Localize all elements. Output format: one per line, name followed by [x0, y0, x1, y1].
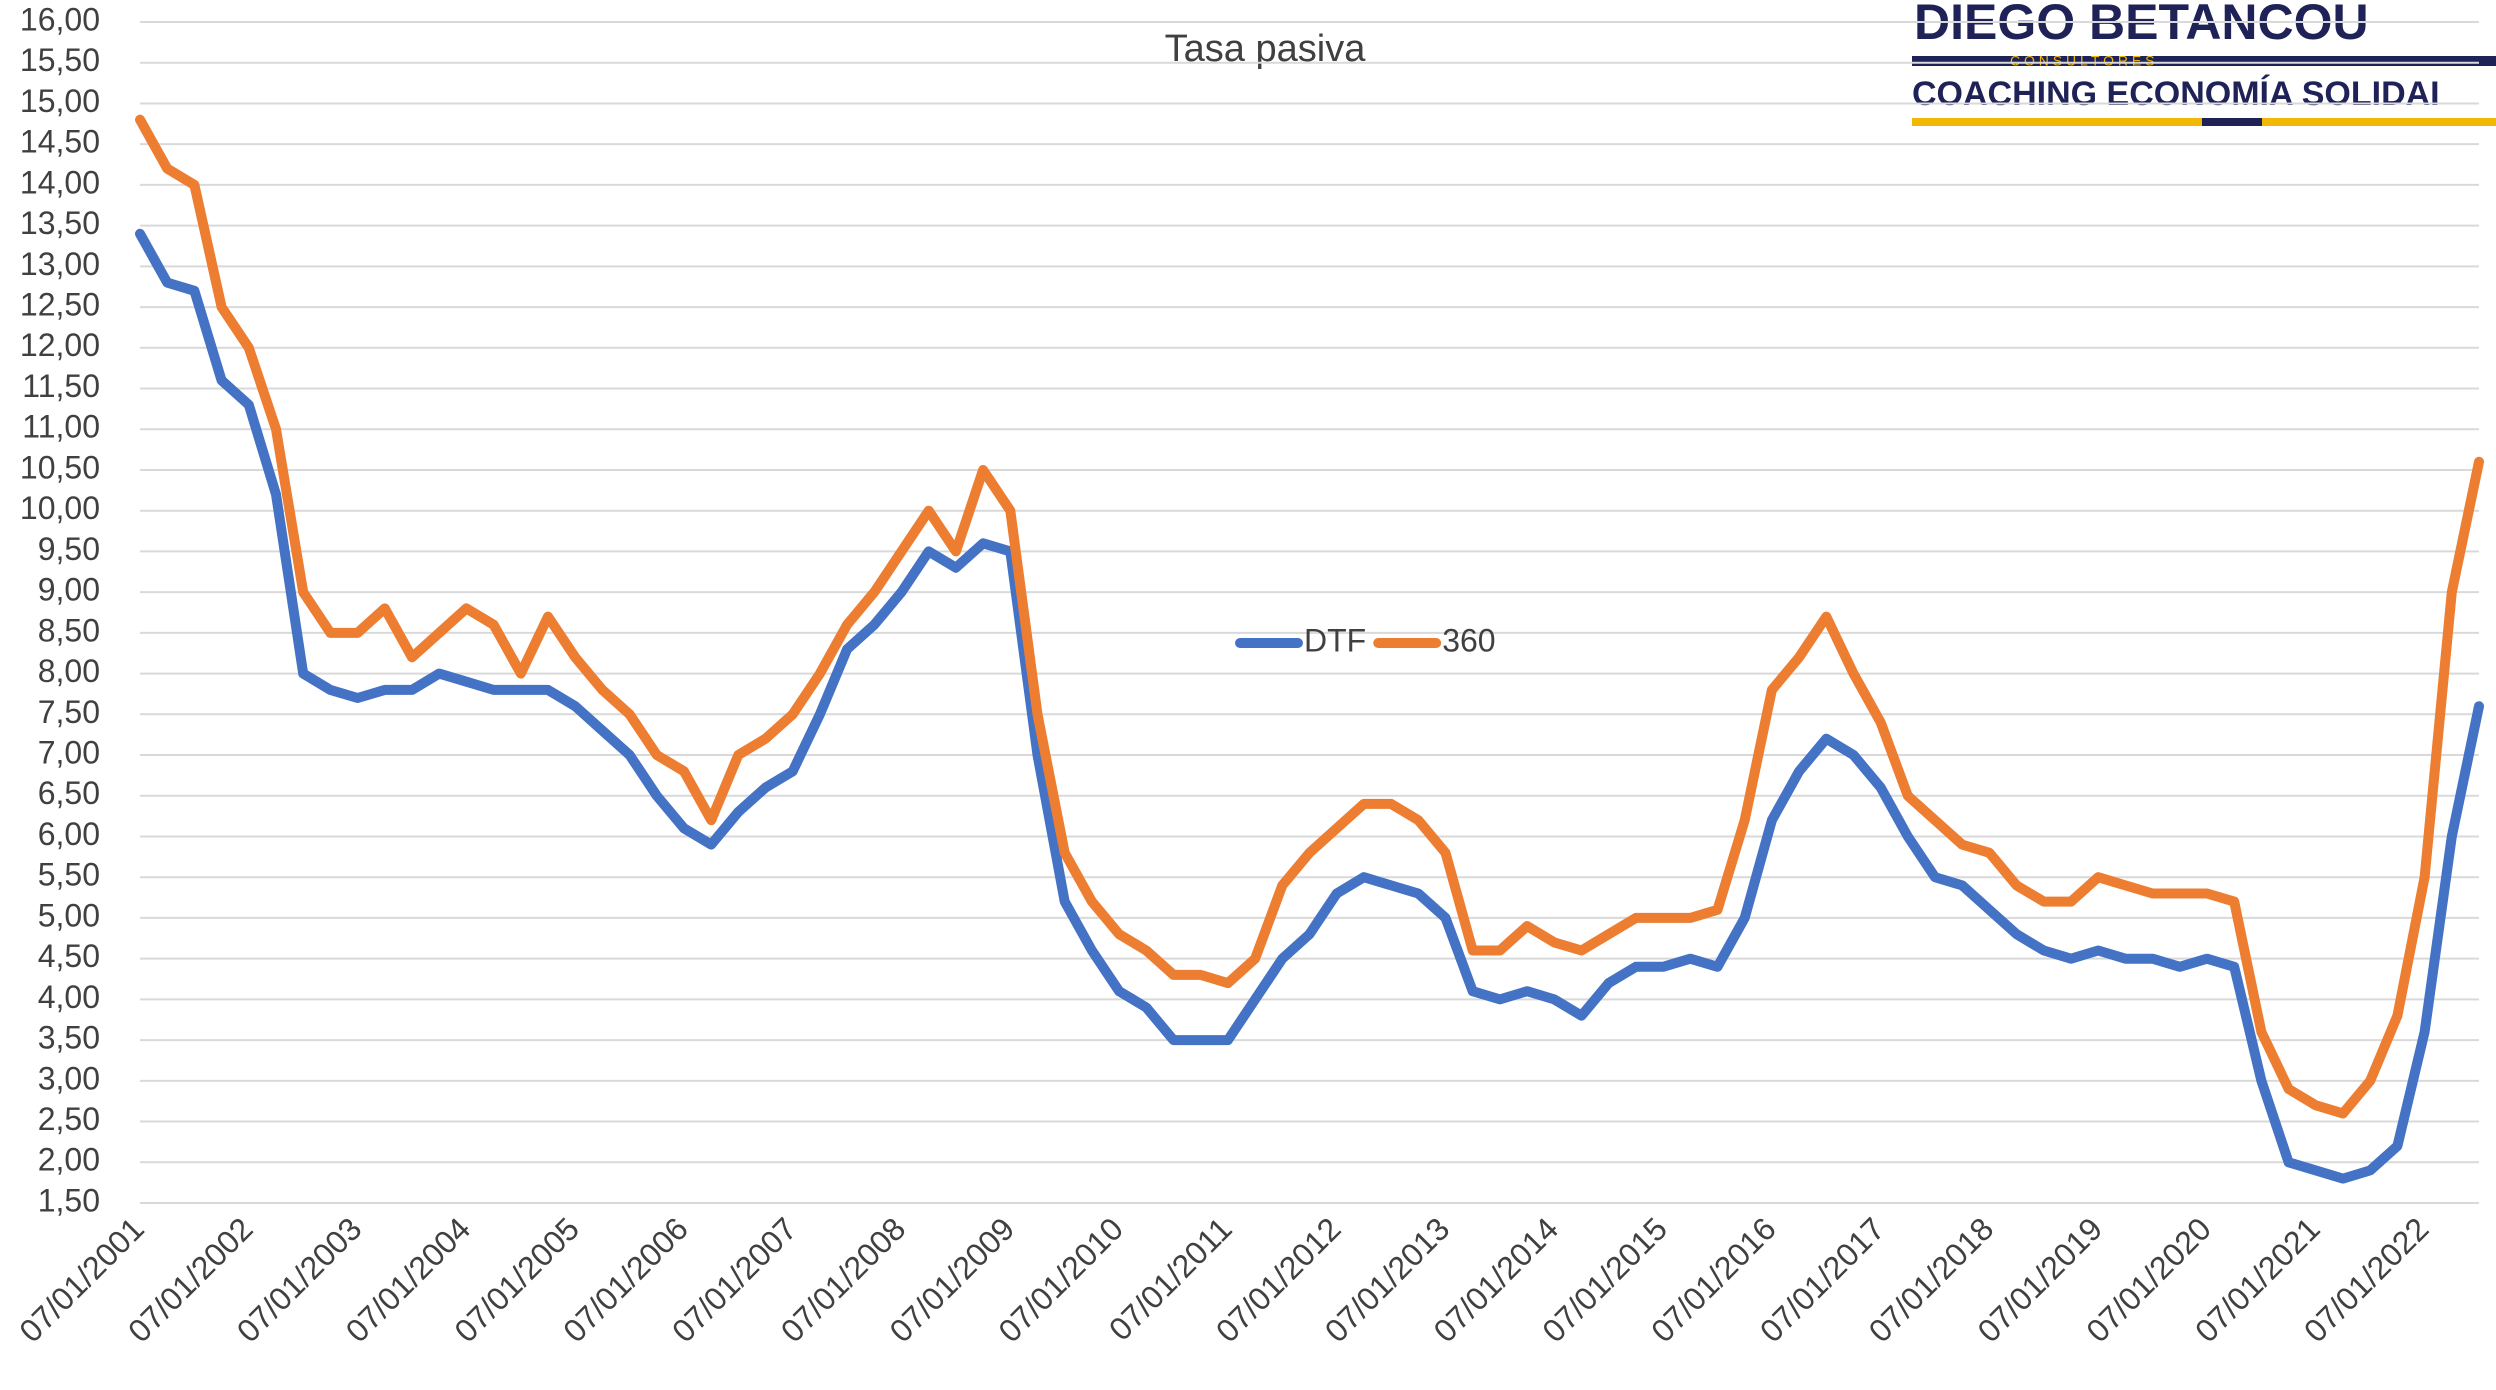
- y-tick-label: 6,50: [38, 775, 100, 811]
- y-tick-label: 3,50: [38, 1020, 100, 1056]
- y-tick-label: 6,00: [38, 816, 100, 852]
- y-tick-label: 12,50: [20, 287, 100, 323]
- y-tick-label: 5,00: [38, 897, 100, 933]
- y-tick-label: 11,00: [22, 409, 100, 445]
- y-tick-label: 13,50: [20, 205, 100, 241]
- grid: [140, 21, 2479, 1204]
- logo: DIEGO BETANCOU C O N S U L T O R E S COA…: [1912, 0, 2496, 126]
- y-tick-label: 10,00: [20, 490, 100, 526]
- y-tick-label: 11,50: [22, 368, 100, 404]
- legend-label: DTF: [1304, 622, 1366, 658]
- y-tick-label: 9,50: [38, 531, 100, 567]
- y-tick-label: 16,00: [20, 1, 100, 37]
- chart-title: Tasa pasiva: [1165, 28, 1367, 70]
- y-tick-label: 15,50: [20, 42, 100, 78]
- y-tick-label: 1,50: [38, 1182, 100, 1218]
- logo-name: DIEGO BETANCOU: [1914, 0, 2369, 50]
- y-tick-label: 14,50: [20, 124, 100, 160]
- logo-bar: [1912, 56, 2496, 66]
- line-series: [135, 114, 2484, 1119]
- y-tick-label: 14,00: [20, 164, 100, 200]
- y-tick-label: 7,00: [38, 734, 100, 770]
- logo-tagline: C O N S U L T O R E S: [2010, 53, 2154, 69]
- y-tick-label: 9,00: [38, 572, 100, 608]
- logo-bar: [1912, 118, 2202, 126]
- y-tick-label: 7,50: [38, 694, 100, 730]
- y-tick-label: 13,00: [20, 246, 100, 282]
- y-tick-label: 4,00: [38, 979, 100, 1015]
- y-tick-label: 4,50: [38, 938, 100, 974]
- y-tick-label: 10,50: [20, 449, 100, 485]
- y-tick-label: 3,00: [38, 1060, 100, 1096]
- y-tick-label: 2,00: [38, 1142, 100, 1178]
- logo-bar: [2202, 118, 2262, 126]
- y-tick-label: 8,00: [38, 653, 100, 689]
- legend-label: 360: [1442, 622, 1495, 658]
- y-tick-label: 8,50: [38, 612, 100, 648]
- y-tick-label: 2,50: [38, 1101, 100, 1137]
- y-tick-label: 5,50: [38, 857, 100, 893]
- y-tick-label: 12,00: [20, 327, 100, 363]
- line-series: [135, 228, 2484, 1184]
- logo-subtitle: COACHING ECONOMÍA SOLIDAI: [1912, 75, 2440, 113]
- y-tick-label: 15,00: [20, 83, 100, 119]
- logo-bar: [2262, 118, 2496, 126]
